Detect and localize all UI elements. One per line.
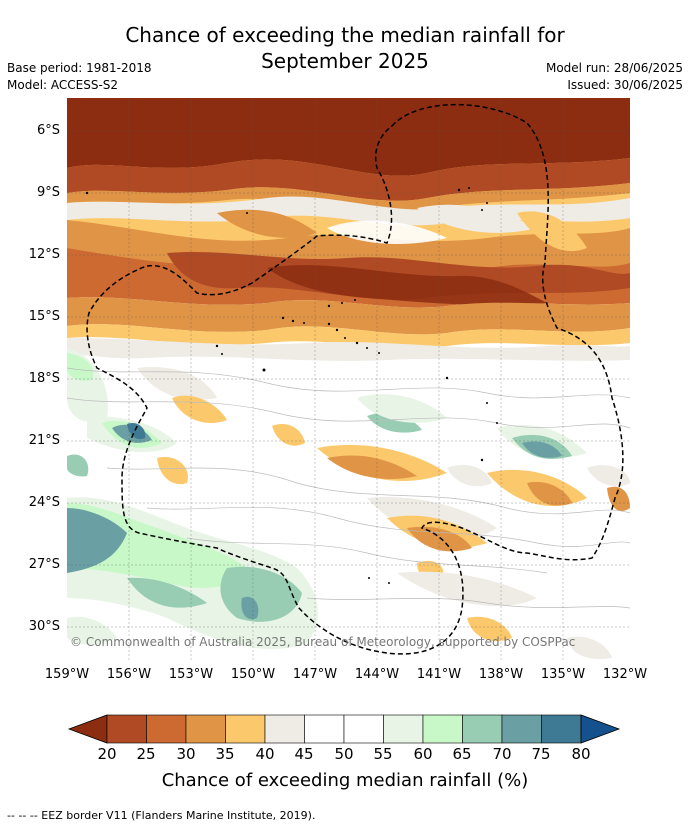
colorbar-tick: 80 (571, 745, 591, 763)
lat-label: 24°S (28, 495, 60, 510)
contour-lines (67, 367, 630, 609)
lon-label: 159°W (44, 667, 90, 682)
colorbar-tick: 75 (531, 745, 551, 763)
colorbar-tick: 25 (136, 745, 156, 763)
colorbar-tick: 70 (492, 745, 512, 763)
colorbar-extend-low (67, 714, 108, 744)
copyright-notice: © Commonwealth of Australia 2025, Bureau… (70, 635, 576, 649)
lat-label: 18°S (28, 371, 60, 386)
lat-label: 6°S (36, 123, 60, 138)
map-grid (67, 98, 630, 661)
contour-fill-middle (67, 348, 630, 580)
colorbar-tick: 40 (255, 745, 275, 763)
colorbar-extend-high (580, 714, 621, 744)
colorbar-tick: 45 (294, 745, 314, 763)
title-line-1: Chance of exceeding the median rainfall … (125, 23, 565, 47)
lon-label: 138°W (478, 667, 524, 682)
colorbar-swatch (264, 714, 305, 744)
lon-label: 153°W (168, 667, 214, 682)
map-title: Chance of exceeding the median rainfall … (0, 22, 690, 74)
eez-footnote: -- -- -- EEZ border V11 (Flanders Marine… (7, 809, 316, 822)
colorbar-swatch (185, 714, 226, 744)
base-period: Base period: 1981-2018 (7, 61, 152, 75)
lat-label: 21°S (28, 433, 60, 448)
colorbar-tick: 50 (334, 745, 354, 763)
lon-label: 132°W (602, 667, 648, 682)
colorbar-tick: 35 (215, 745, 235, 763)
colorbar-swatch (343, 714, 384, 744)
colorbar-swatch (106, 714, 147, 744)
model-run: Model run: 28/06/2025 (545, 61, 683, 75)
colorbar-swatch (422, 714, 463, 744)
contour-fill-southwest (67, 497, 612, 659)
colorbar (67, 713, 623, 749)
islands (85, 187, 498, 584)
lat-label: 27°S (28, 557, 60, 572)
colorbar-tick: 60 (413, 745, 433, 763)
colorbar-swatch (146, 714, 187, 744)
colorbar-swatch (304, 714, 345, 744)
lon-label: 141°W (416, 667, 462, 682)
contour-fill-north (67, 98, 630, 361)
colorbar-tick: 20 (97, 745, 117, 763)
model-name: Model: ACCESS-S2 (7, 78, 119, 92)
lat-label: 30°S (28, 619, 60, 634)
colorbar-tick: 65 (452, 745, 472, 763)
colorbar-swatches (67, 714, 621, 744)
eez-border (86, 103, 624, 655)
colorbar-swatch (383, 714, 424, 744)
lon-label: 135°W (540, 667, 586, 682)
map-canvas (67, 98, 630, 661)
rainfall-map (67, 98, 630, 661)
meta-right: Model run: 28/06/2025 Issued: 30/06/2025 (546, 60, 683, 94)
lat-label: 15°S (28, 309, 60, 324)
colorbar-swatch (462, 714, 503, 744)
issued-date: Issued: 30/06/2025 (567, 78, 683, 92)
colorbar-swatch (225, 714, 266, 744)
colorbar-tick: 55 (373, 745, 393, 763)
colorbar-swatch (501, 714, 542, 744)
colorbar-title: Chance of exceeding median rainfall (%) (161, 770, 529, 791)
lon-label: 156°W (106, 667, 152, 682)
lat-label: 12°S (28, 247, 60, 262)
meta-left: Base period: 1981-2018 Model: ACCESS-S2 (7, 60, 152, 94)
colorbar-swatch (541, 714, 582, 744)
colorbar-tick: 30 (176, 745, 196, 763)
lat-label: 9°S (36, 185, 60, 200)
lon-label: 144°W (354, 667, 400, 682)
title-line-2: September 2025 (261, 49, 429, 73)
lon-label: 150°W (230, 667, 276, 682)
lon-label: 147°W (292, 667, 338, 682)
